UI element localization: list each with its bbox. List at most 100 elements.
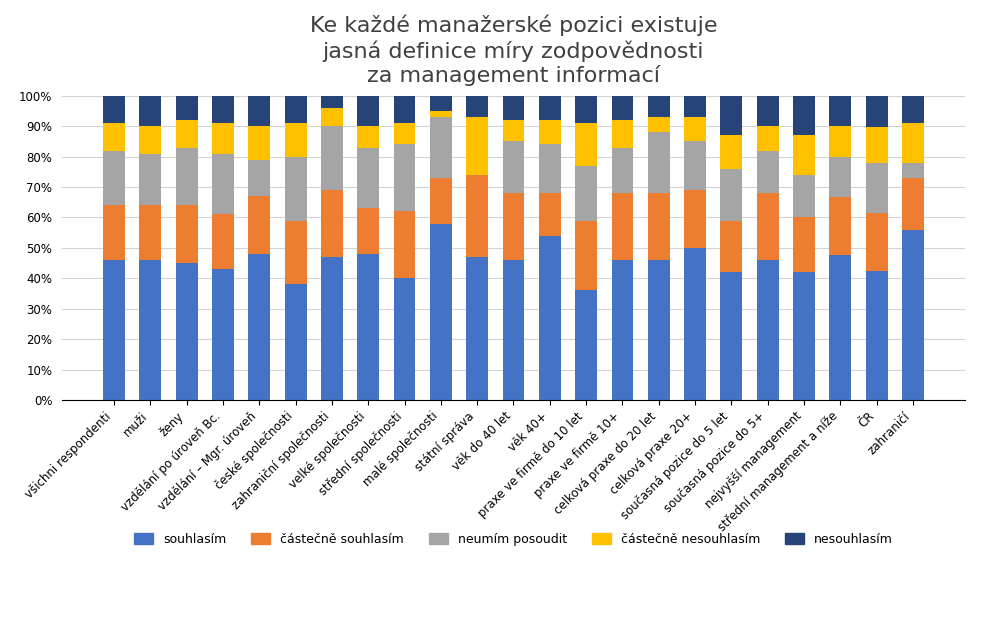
Bar <box>466 175 489 257</box>
Bar <box>176 96 198 120</box>
Bar <box>502 193 524 260</box>
Bar <box>393 96 416 123</box>
Bar <box>648 132 669 193</box>
Bar <box>430 178 452 223</box>
Bar <box>430 96 452 111</box>
Bar <box>793 96 815 135</box>
Bar <box>212 96 234 123</box>
Bar <box>393 144 416 211</box>
Bar <box>140 126 161 153</box>
Bar <box>430 111 452 117</box>
Bar <box>285 220 307 284</box>
Bar <box>575 220 597 290</box>
Bar <box>830 157 851 197</box>
Bar <box>502 260 524 400</box>
Bar <box>866 213 888 271</box>
Bar <box>575 290 597 400</box>
Bar <box>684 190 706 248</box>
Bar <box>866 96 888 126</box>
Bar <box>212 123 234 153</box>
Bar <box>466 117 489 175</box>
Bar <box>866 126 888 164</box>
Bar <box>502 141 524 193</box>
Bar <box>611 96 633 120</box>
Bar <box>358 209 379 254</box>
Bar <box>575 123 597 166</box>
Bar <box>321 96 343 108</box>
Bar <box>212 214 234 269</box>
Bar <box>902 178 924 230</box>
Bar <box>902 96 924 123</box>
Bar <box>684 141 706 190</box>
Bar <box>285 96 307 123</box>
Bar <box>321 126 343 190</box>
Bar <box>140 153 161 205</box>
Bar <box>757 260 779 400</box>
Bar <box>793 175 815 218</box>
Bar <box>902 162 924 178</box>
Bar <box>393 279 416 400</box>
Bar <box>539 120 560 144</box>
Bar <box>611 260 633 400</box>
Bar <box>103 151 125 205</box>
Bar <box>430 223 452 400</box>
Bar <box>648 193 669 260</box>
Bar <box>902 230 924 400</box>
Bar <box>285 284 307 400</box>
Bar <box>249 96 270 126</box>
Bar <box>830 197 851 255</box>
Bar <box>866 271 888 400</box>
Bar <box>830 255 851 400</box>
Bar <box>321 190 343 257</box>
Bar <box>358 96 379 126</box>
Bar <box>103 205 125 260</box>
Bar <box>358 126 379 148</box>
Bar <box>830 126 851 157</box>
Bar <box>539 96 560 120</box>
Bar <box>176 148 198 205</box>
Bar <box>721 96 742 135</box>
Legend: souhlasím, částečně souhlasím, neumím posoudit, částečně nesouhlasím, nesouhlasí: souhlasím, částečně souhlasím, neumím po… <box>130 528 897 551</box>
Bar <box>212 153 234 214</box>
Bar <box>285 123 307 157</box>
Bar <box>575 96 597 123</box>
Bar <box>103 96 125 123</box>
Bar <box>103 123 125 151</box>
Bar <box>249 160 270 196</box>
Bar <box>140 96 161 126</box>
Bar <box>611 120 633 148</box>
Bar <box>466 96 489 117</box>
Bar <box>830 96 851 126</box>
Bar <box>757 126 779 151</box>
Bar <box>430 117 452 178</box>
Bar <box>721 220 742 272</box>
Bar <box>721 169 742 220</box>
Bar <box>721 135 742 169</box>
Bar <box>176 205 198 263</box>
Bar <box>212 269 234 400</box>
Bar <box>575 166 597 220</box>
Bar <box>793 218 815 272</box>
Bar <box>249 126 270 160</box>
Bar <box>140 205 161 260</box>
Bar <box>757 96 779 126</box>
Bar <box>502 120 524 141</box>
Bar <box>502 96 524 120</box>
Bar <box>611 193 633 260</box>
Bar <box>176 120 198 148</box>
Bar <box>539 236 560 400</box>
Bar <box>757 151 779 193</box>
Bar <box>539 193 560 236</box>
Bar <box>684 248 706 400</box>
Bar <box>466 257 489 400</box>
Bar <box>866 164 888 213</box>
Bar <box>321 108 343 126</box>
Bar <box>902 123 924 162</box>
Bar <box>611 148 633 193</box>
Bar <box>176 263 198 400</box>
Bar <box>684 117 706 141</box>
Bar <box>393 123 416 144</box>
Bar <box>539 144 560 193</box>
Bar <box>648 260 669 400</box>
Bar <box>684 96 706 117</box>
